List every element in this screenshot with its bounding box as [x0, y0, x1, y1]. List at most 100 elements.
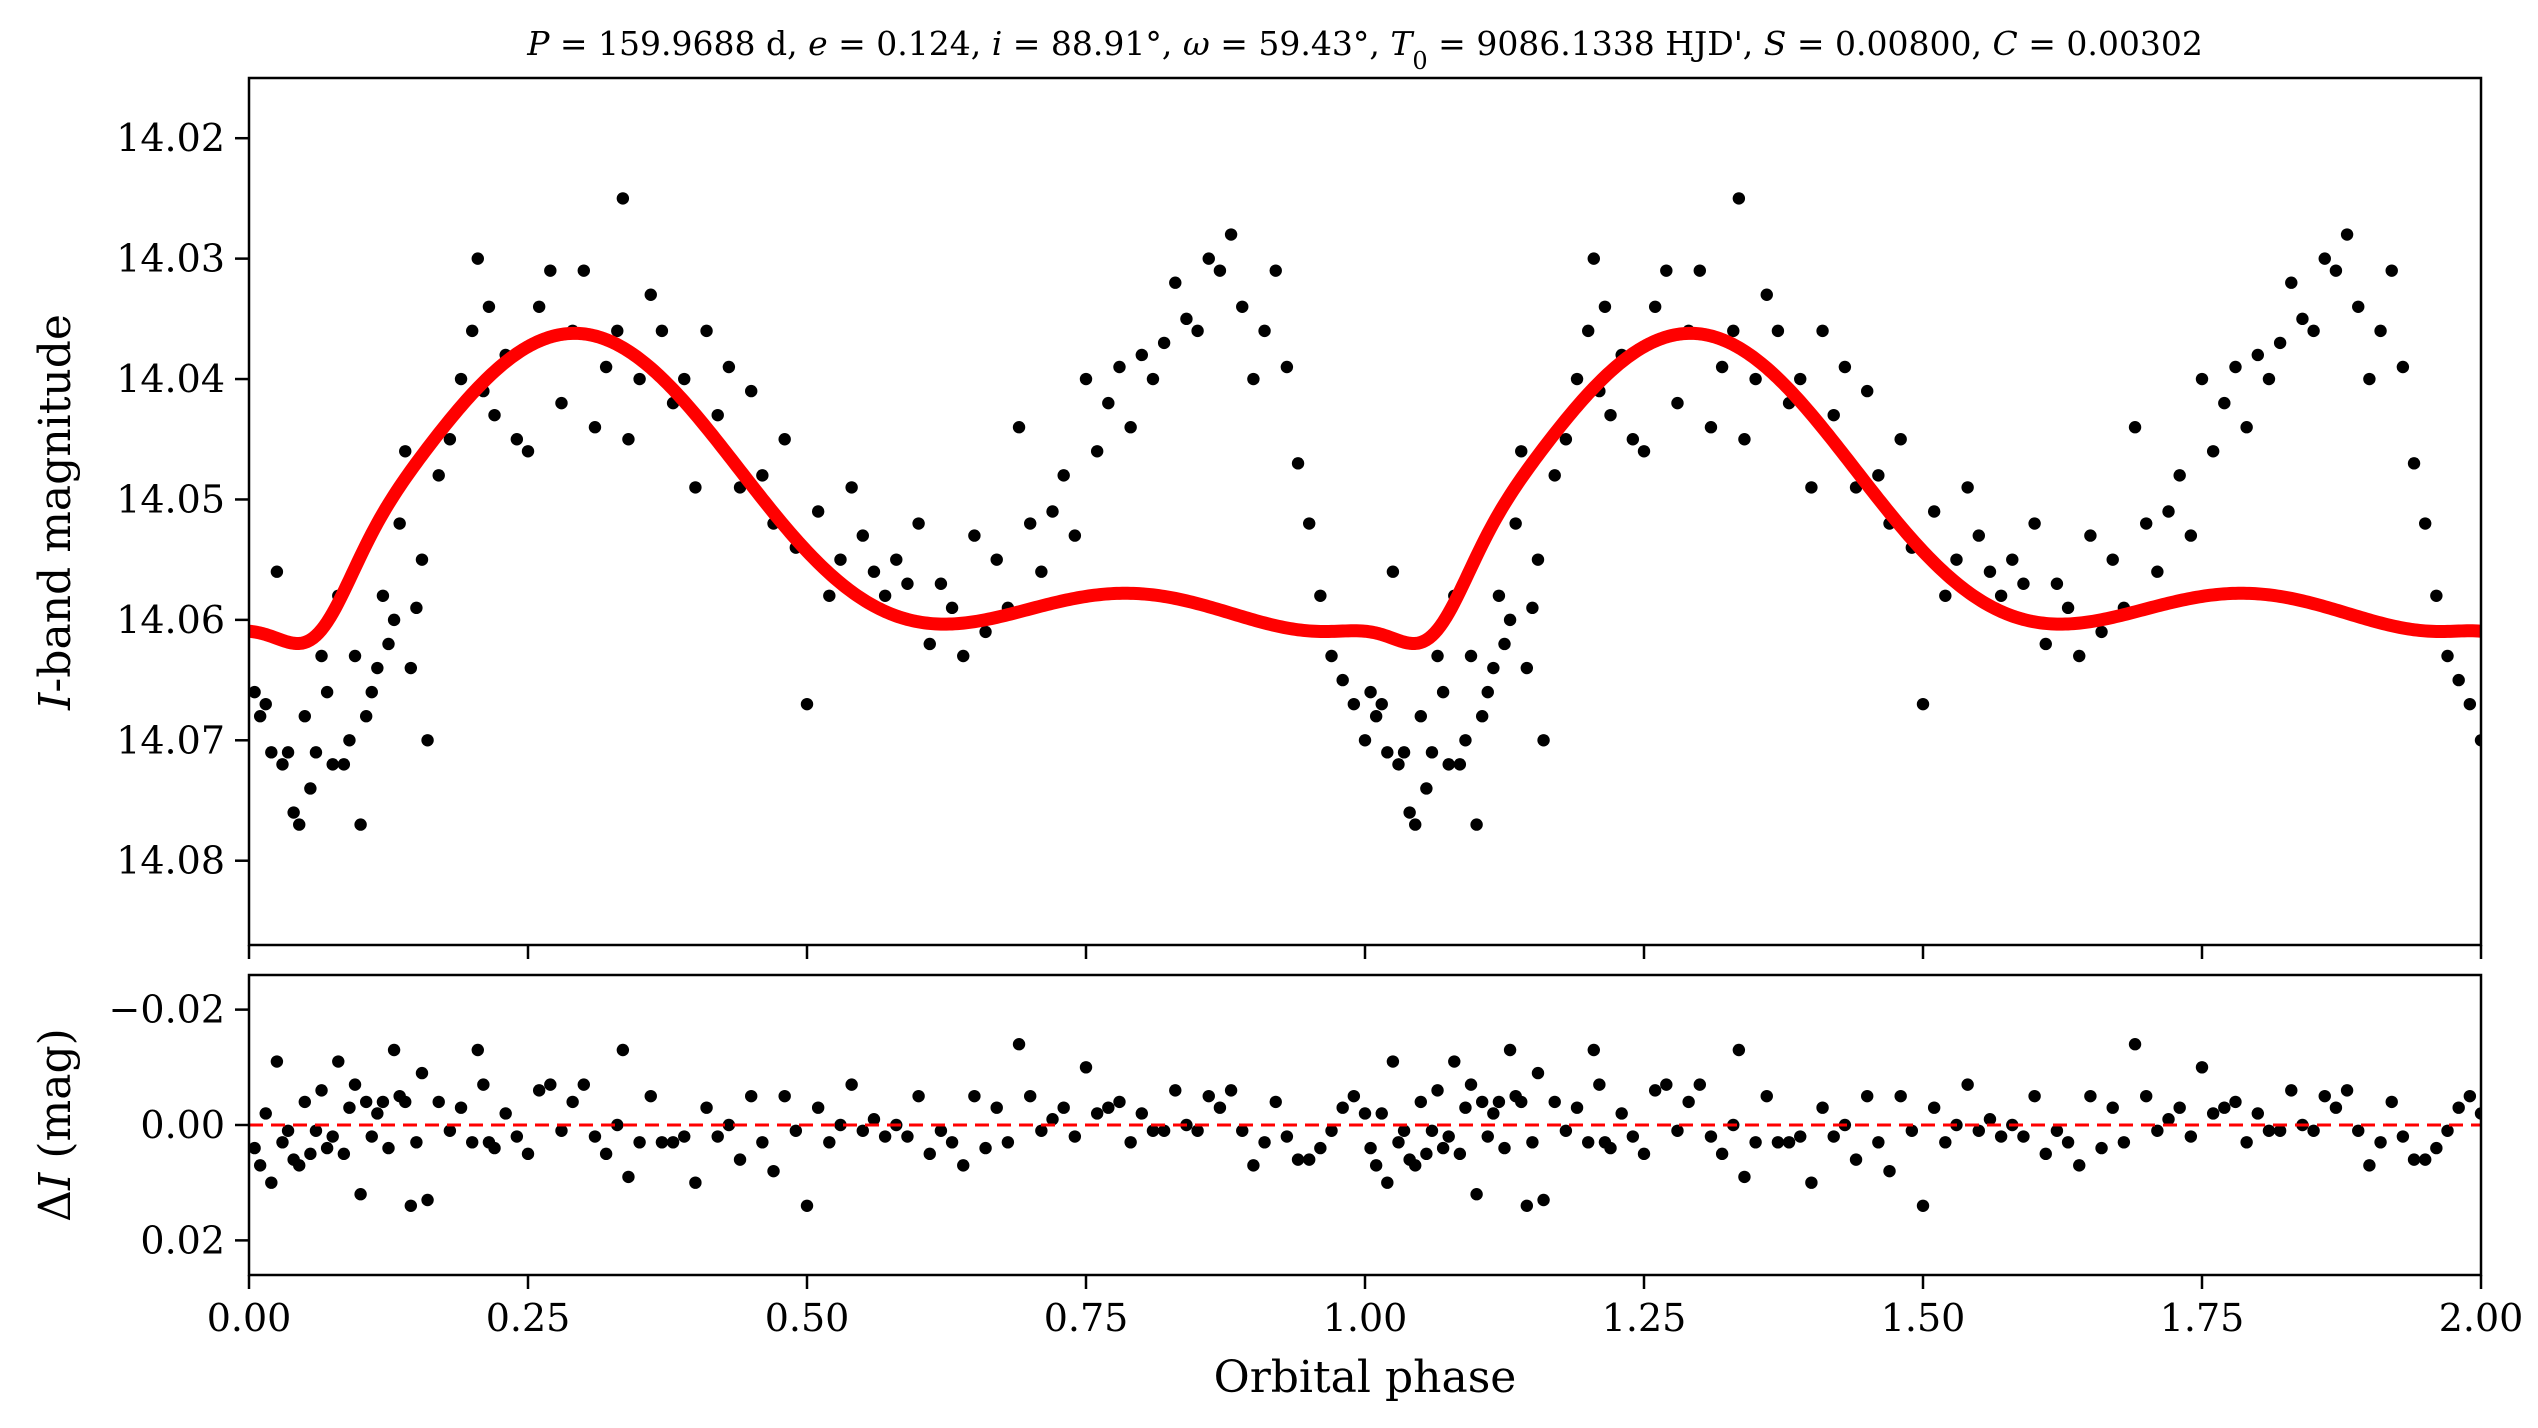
residual-point: [1247, 1159, 1260, 1172]
data-point: [1492, 589, 1506, 602]
data-point: [1961, 481, 1974, 494]
data-point: [555, 396, 568, 410]
residual-point: [2050, 1124, 2064, 1137]
data-point: [1213, 264, 1227, 277]
residual-point: [1191, 1124, 1204, 1137]
data-point: [1894, 433, 1907, 446]
data-point: [1470, 818, 1483, 831]
residual-point: [1475, 1095, 1489, 1109]
residual-point: [2307, 1124, 2320, 1137]
residual-point: [1927, 1101, 1941, 1114]
data-point: [1280, 360, 1294, 374]
data-point: [890, 553, 903, 566]
data-point: [1090, 445, 1104, 458]
residual-point: [1068, 1130, 1082, 1143]
data-point: [1520, 661, 1534, 675]
data-point: [1397, 746, 1411, 759]
data-point: [2195, 372, 2209, 386]
residual-point: [304, 1147, 317, 1161]
residual-point: [1464, 1078, 1478, 1091]
data-point: [934, 577, 948, 590]
residual-point: [1961, 1078, 1974, 1091]
residual-point: [1224, 1084, 1238, 1097]
data-point: [957, 649, 970, 663]
residual-point: [2407, 1153, 2421, 1166]
data-point: [1660, 264, 1673, 277]
residual-point: [382, 1141, 395, 1155]
residual-point: [1470, 1188, 1483, 1201]
residual-point: [1487, 1107, 1500, 1120]
data-point: [845, 481, 858, 494]
data-point: [276, 758, 289, 771]
x-tick-label: 0.75: [1044, 1296, 1129, 1340]
data-point: [1247, 372, 1260, 386]
residual-point: [2374, 1136, 2387, 1149]
data-point: [1258, 324, 1271, 338]
data-point: [2128, 421, 2142, 434]
data-point: [2307, 324, 2320, 338]
residual-point: [622, 1170, 635, 1184]
data-point: [544, 264, 557, 277]
residual-point: [789, 1124, 803, 1137]
residual-point: [2363, 1159, 2376, 1172]
residual-point: [293, 1159, 306, 1172]
data-point: [722, 360, 736, 374]
data-point: [778, 433, 791, 446]
residual-point: [1760, 1089, 1773, 1103]
data-point: [644, 288, 657, 301]
data-point: [689, 481, 702, 494]
residual-point: [934, 1124, 948, 1137]
top-y-tick-label: 14.05: [116, 477, 225, 521]
data-point: [2441, 649, 2454, 663]
data-point: [1431, 649, 1444, 663]
data-point: [811, 505, 825, 518]
residual-point: [2162, 1113, 2175, 1126]
residual-point: [1498, 1141, 1511, 1155]
residual-point: [1409, 1159, 1422, 1172]
residual-point: [1794, 1130, 1807, 1143]
residual-point: [1113, 1095, 1126, 1109]
data-point: [1420, 782, 1433, 795]
data-point: [1838, 360, 1852, 374]
data-point: [359, 710, 373, 723]
residual-point: [488, 1141, 501, 1155]
residual-point: [2061, 1136, 2075, 1149]
data-point: [968, 529, 981, 542]
residual-point: [281, 1124, 295, 1137]
data-point: [1012, 421, 1026, 434]
residual-point: [1358, 1107, 1372, 1120]
data-point: [2474, 734, 2481, 747]
data-point: [1146, 372, 1160, 386]
residual-point: [1381, 1176, 1394, 1189]
data-point: [800, 697, 814, 711]
residual-point: [1325, 1124, 1338, 1137]
residual-point: [577, 1078, 590, 1091]
data-point: [2240, 421, 2253, 434]
residual-point: [2028, 1089, 2041, 1103]
data-point: [745, 384, 758, 398]
residual-point: [2318, 1089, 2331, 1103]
data-point: [700, 324, 713, 338]
data-point: [633, 372, 646, 386]
data-point: [1347, 697, 1361, 711]
residual-point: [371, 1107, 384, 1120]
residual-point: [1420, 1147, 1433, 1161]
data-point: [1598, 300, 1612, 313]
residual-point: [1671, 1124, 1684, 1137]
residual-point: [1369, 1159, 1383, 1172]
residual-point: [249, 1141, 261, 1155]
residual-point: [1626, 1130, 1640, 1143]
data-point: [1794, 372, 1807, 386]
top-y-tick-label: 14.08: [116, 839, 225, 883]
residual-point: [1202, 1089, 1215, 1103]
data-point: [454, 372, 468, 386]
data-point: [599, 360, 613, 374]
residual-point: [1258, 1136, 1271, 1149]
residual-point: [1453, 1147, 1467, 1161]
data-point: [488, 408, 501, 422]
residual-point: [711, 1130, 724, 1143]
residual-point: [1414, 1095, 1428, 1109]
data-point: [1626, 433, 1640, 446]
chart-title: P = 159.9688 d, e = 0.124, i = 88.91°, ω…: [526, 24, 2203, 75]
residual-point: [2441, 1124, 2454, 1137]
